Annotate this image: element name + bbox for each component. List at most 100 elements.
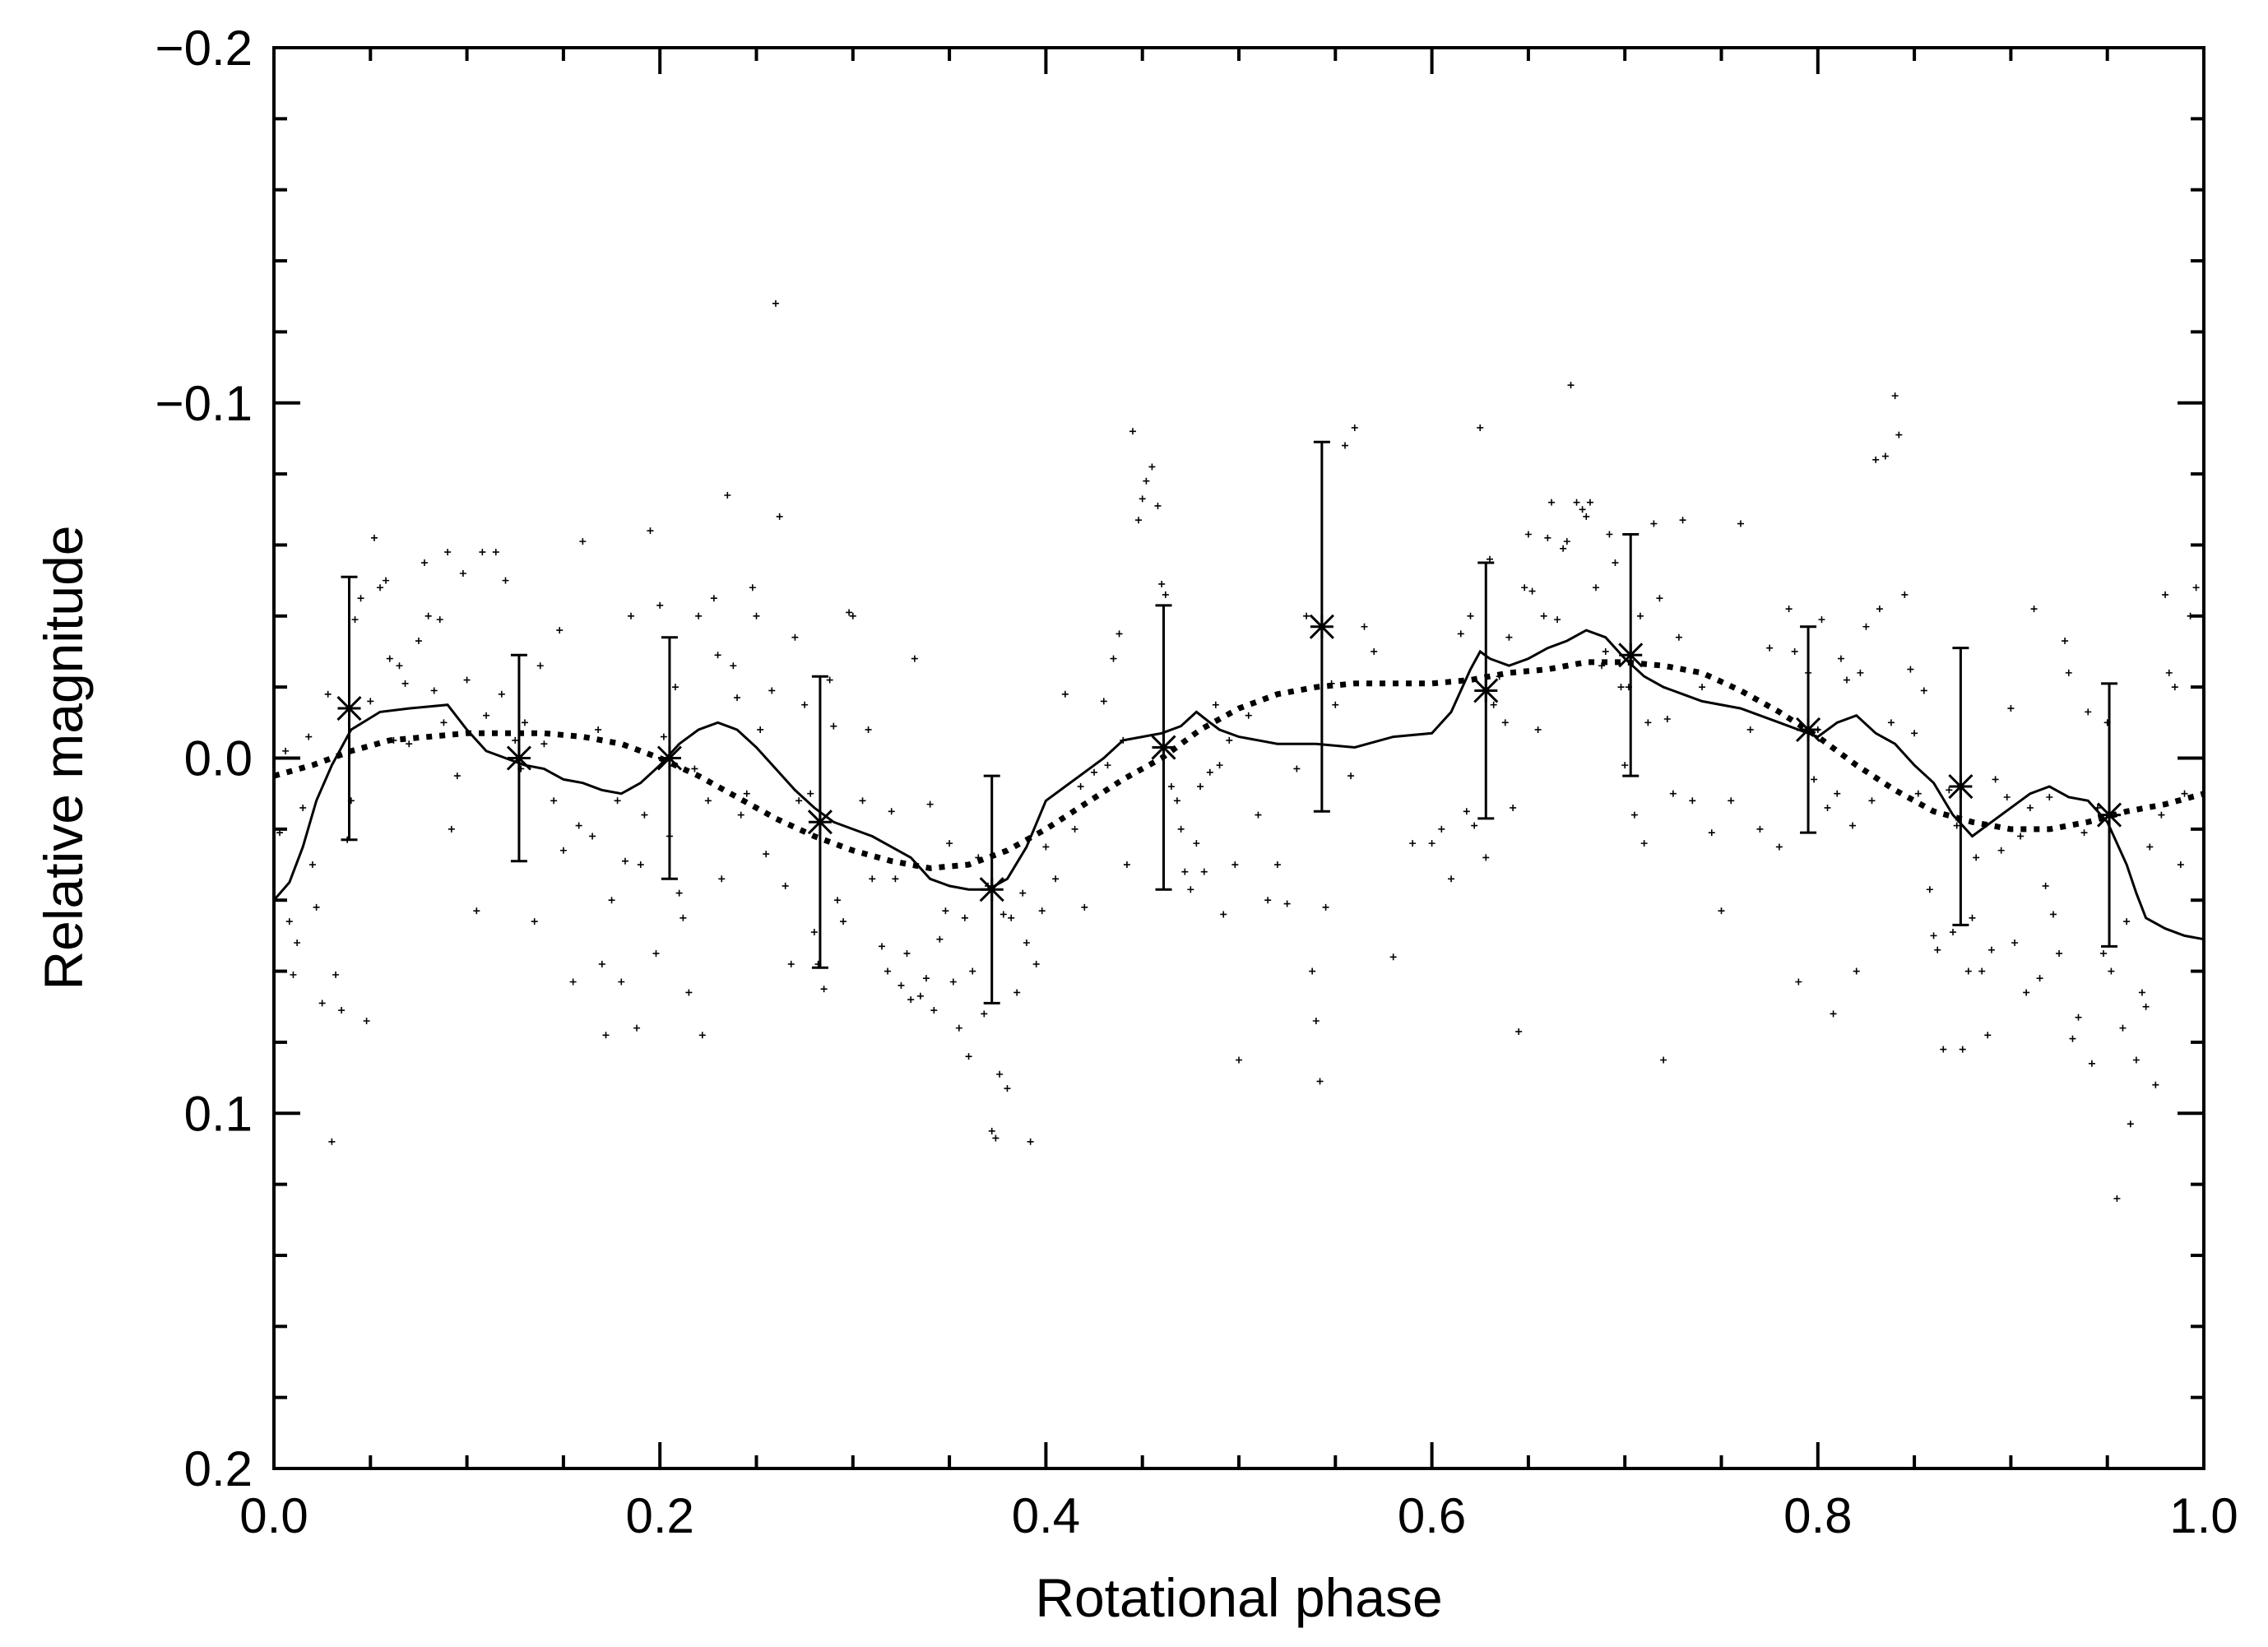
data-point — [1567, 382, 1575, 389]
data-point — [1524, 531, 1532, 538]
data-point — [1959, 1046, 1966, 1053]
y-tick-label: 0.1 — [184, 1086, 253, 1141]
data-point — [351, 616, 359, 624]
data-point — [2075, 1014, 2082, 1021]
data-point — [671, 684, 679, 691]
data-point — [1973, 854, 1980, 861]
data-point — [961, 914, 968, 921]
binned-mean-marker — [1618, 643, 1644, 668]
data-point — [955, 1024, 962, 1032]
data-point — [1775, 843, 1783, 851]
data-point — [1501, 719, 1509, 726]
binned-mean-marker — [656, 745, 682, 771]
data-point — [1008, 914, 1015, 921]
data-point — [1100, 698, 1107, 705]
data-point — [406, 740, 413, 748]
data-point — [1907, 666, 1914, 673]
data-point — [1206, 768, 1213, 776]
data-point — [1004, 1085, 1011, 1093]
data-point — [926, 800, 934, 808]
data-point — [907, 996, 915, 1004]
data-point — [1540, 612, 1547, 619]
data-point — [1895, 431, 1903, 438]
data-point — [1818, 616, 1825, 624]
data-point — [453, 772, 461, 780]
data-point — [430, 687, 438, 694]
data-point — [1926, 886, 1933, 893]
data-point — [420, 559, 428, 567]
data-point — [776, 513, 783, 520]
data-point — [949, 978, 957, 986]
data-point — [830, 722, 837, 730]
data-point — [595, 726, 602, 733]
data-point — [1669, 790, 1677, 797]
scatter-series — [276, 299, 2200, 1202]
data-point — [743, 790, 750, 797]
data-point — [512, 736, 519, 744]
data-point — [415, 638, 422, 645]
data-point — [2011, 939, 2019, 947]
binned-mean-marker — [807, 810, 833, 835]
data-point — [521, 719, 528, 726]
data-point — [1554, 616, 1561, 624]
data-point — [652, 949, 660, 957]
data-point — [820, 986, 828, 993]
data-point — [1293, 765, 1301, 772]
data-point — [1139, 495, 1146, 503]
data-point — [795, 797, 803, 805]
data-point — [772, 299, 779, 307]
data-point — [922, 975, 930, 982]
data-point — [1023, 939, 1030, 947]
data-point — [888, 808, 895, 815]
data-point — [589, 833, 596, 840]
data-point — [2132, 1056, 2140, 1064]
data-point — [1593, 584, 1600, 592]
data-point — [714, 652, 721, 659]
data-point — [1177, 825, 1185, 833]
data-point — [826, 676, 833, 684]
data-point — [1930, 932, 1937, 939]
data-point — [1071, 825, 1078, 833]
data-point — [1606, 531, 1613, 538]
data-point — [2146, 843, 2154, 851]
data-point — [878, 943, 885, 950]
data-point — [2036, 975, 2043, 982]
data-point — [685, 989, 693, 996]
data-point — [911, 655, 918, 662]
data-point — [1950, 929, 1957, 936]
data-point — [473, 907, 480, 915]
data-point — [1081, 903, 1088, 911]
binned-mean-marker — [979, 877, 1004, 902]
data-point — [1650, 520, 1658, 527]
data-point — [1438, 825, 1445, 833]
data-point — [1834, 790, 1841, 797]
data-point — [1934, 946, 1941, 953]
data-point — [1104, 762, 1111, 769]
data-point — [724, 492, 731, 499]
data-point — [1361, 623, 1368, 630]
data-point — [1342, 442, 1349, 449]
data-point — [698, 1032, 706, 1039]
data-point — [1521, 584, 1528, 592]
x-tick-label: 0.6 — [1398, 1488, 1466, 1543]
data-point — [737, 811, 744, 819]
data-point — [1077, 783, 1084, 791]
data-point — [1837, 655, 1844, 662]
data-point — [556, 627, 564, 634]
binned-mean-marker — [1473, 678, 1499, 703]
data-point — [1785, 605, 1793, 613]
data-point — [1644, 719, 1652, 726]
data-point — [1849, 822, 1857, 829]
data-point — [1197, 783, 1204, 791]
data-point — [1038, 907, 1046, 915]
data-point — [332, 971, 340, 978]
data-point — [763, 851, 770, 858]
data-point — [1708, 829, 1715, 837]
data-point — [859, 797, 866, 805]
x-tick-label: 0.8 — [1783, 1488, 1852, 1543]
x-tick-label: 0.0 — [239, 1488, 308, 1543]
data-point — [1027, 1138, 1034, 1145]
data-point — [299, 804, 307, 811]
data-point — [846, 609, 853, 616]
data-point — [916, 992, 924, 1000]
